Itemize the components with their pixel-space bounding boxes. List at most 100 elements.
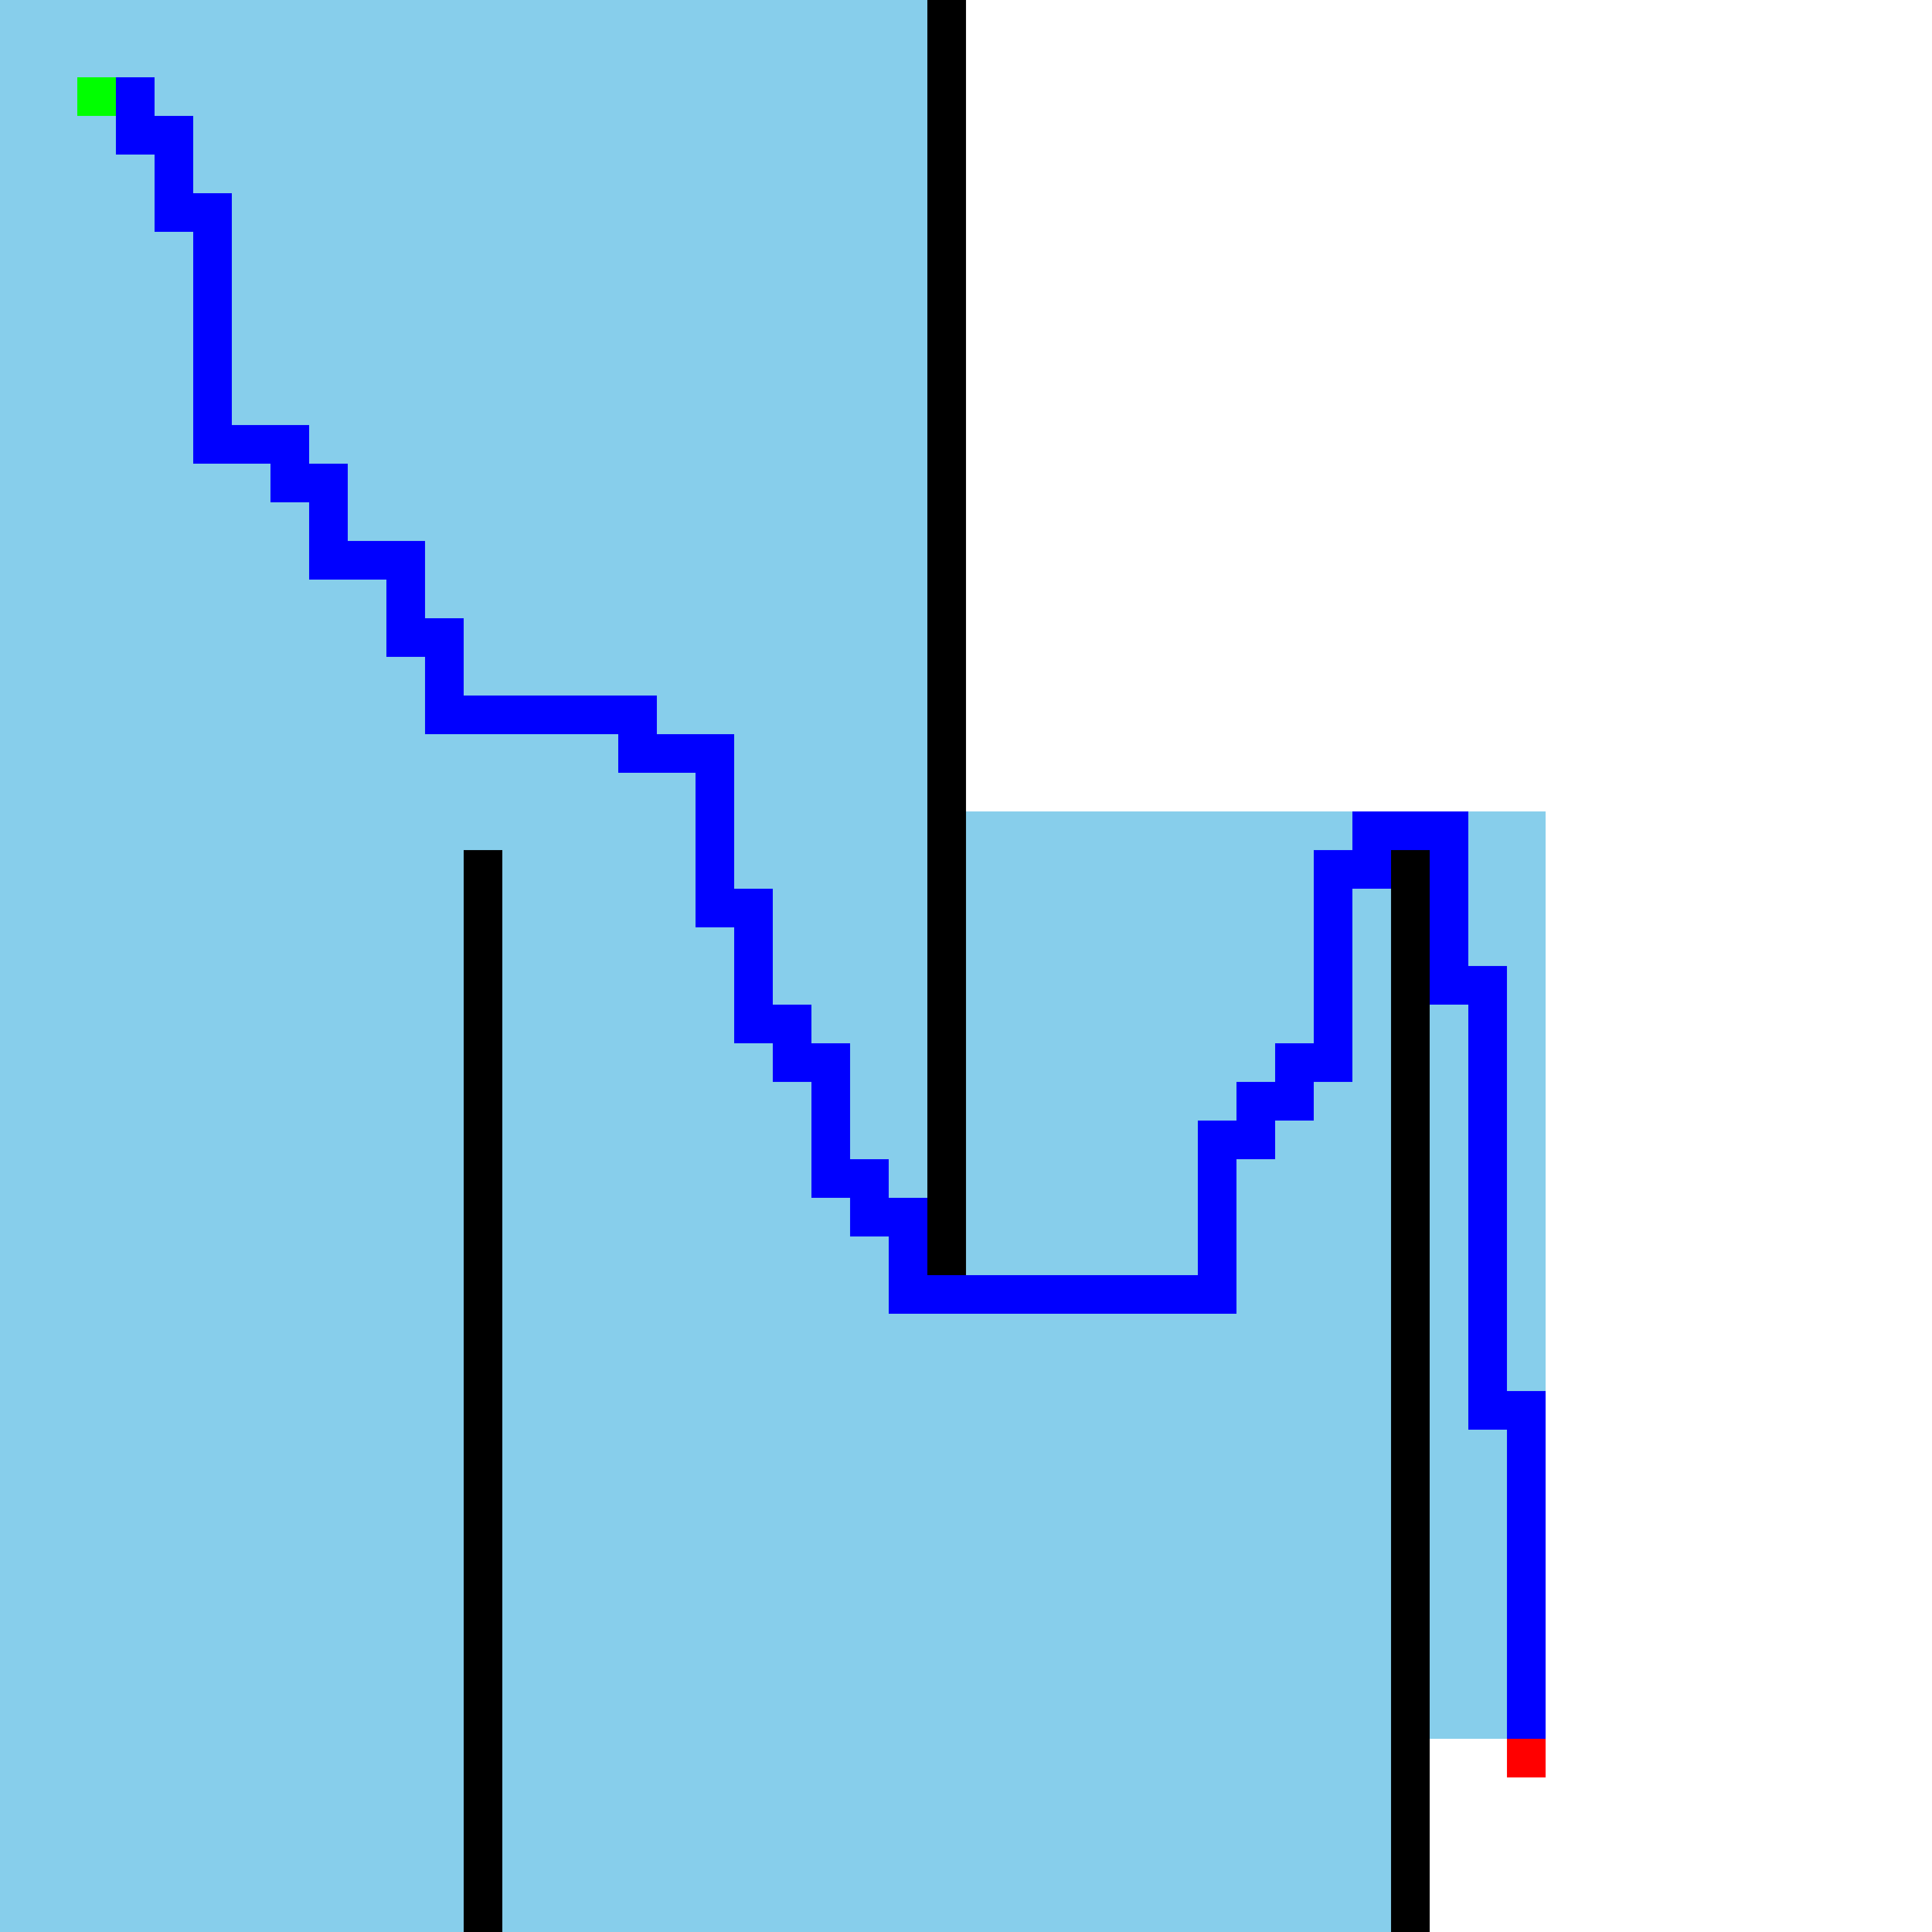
path-cell [193,232,232,270]
path-cell [1468,1082,1507,1121]
path-cell [1468,1314,1507,1352]
path-cell [1507,1623,1546,1662]
path-cell [386,580,425,618]
path-cell [386,541,425,580]
path-cell [193,386,232,425]
path-cell [1121,1275,1159,1314]
path-cell [1507,1391,1546,1430]
path-cell [1198,1275,1236,1314]
path-cell [1468,1391,1507,1430]
path-cell [270,425,309,464]
path-cell [657,734,696,773]
path-cell [696,889,734,927]
path-cell [850,1159,889,1198]
path-cell [1430,889,1468,927]
path-cell [1468,1159,1507,1198]
markers [77,77,1546,1777]
path-cell [811,1159,850,1198]
path-cell [1468,966,1507,1005]
path-cell [889,1236,927,1275]
path-cell [1198,1159,1236,1198]
goal-marker [1507,1739,1546,1777]
path-cell [1507,1700,1546,1739]
path-cell [773,1005,811,1043]
path-cell [1314,1005,1352,1043]
path-cell [1507,1430,1546,1468]
path-cell [116,116,155,155]
path-cell [696,850,734,889]
path-cell [966,1275,1005,1314]
path-cell [1005,1275,1043,1314]
path-cell [734,1005,773,1043]
path-cell [1507,1662,1546,1700]
wall-segment [464,850,502,1932]
path-cell [1430,811,1468,850]
start-marker [77,77,116,116]
maze-walls [464,0,1430,1932]
path-cell [1468,1198,1507,1236]
path-cell [232,425,270,464]
path-cell [116,77,155,116]
path-cell [1352,811,1391,850]
path-cell [1430,966,1468,1005]
path-cell [1391,811,1430,850]
path-cell [1159,1275,1198,1314]
path-cell [193,348,232,386]
path-cell [734,966,773,1005]
path-cell [1314,966,1352,1005]
path-cell [773,1043,811,1082]
path-cell [696,734,734,773]
path-cell [1507,1584,1546,1623]
path-cell [155,193,193,232]
path-cell [348,541,386,580]
path-cell [193,425,232,464]
path-cell [1430,850,1468,889]
path-cell [1082,1275,1121,1314]
path-cell [734,889,773,927]
path-cell [425,618,464,657]
path-cell [696,773,734,811]
path-cell [1275,1082,1314,1121]
path-cell [927,1275,966,1314]
path-cell [734,927,773,966]
path-cell [811,1121,850,1159]
path-cell [425,657,464,696]
path-cell [618,696,657,734]
path-cell [1468,1236,1507,1275]
path-cell [1275,1043,1314,1082]
path-cell [580,696,618,734]
path-cell [502,696,541,734]
wall-segment [927,0,966,1275]
path-cell [1236,1121,1275,1159]
path-cell [1507,1507,1546,1546]
path-cell [193,193,232,232]
path-cell [1507,1546,1546,1584]
path-cell [1468,1121,1507,1159]
path-cell [1314,850,1352,889]
path-cell [1468,1005,1507,1043]
path-cell [618,734,657,773]
path-cell [1507,1468,1546,1507]
path-cell [1430,927,1468,966]
path-cell [1314,927,1352,966]
path-cell [193,270,232,309]
path-cell [1198,1236,1236,1275]
wall-segment [1391,850,1430,1932]
solution-path [116,77,1546,1739]
path-cell [1198,1121,1236,1159]
path-cell [811,1082,850,1121]
path-cell [1468,1275,1507,1314]
path-cell [1352,850,1391,889]
path-cell [1468,1352,1507,1391]
path-cell [1198,1198,1236,1236]
path-cell [1468,1043,1507,1082]
path-cell [889,1198,927,1236]
path-cell [270,464,309,502]
path-cell [1236,1082,1275,1121]
path-cell [309,464,348,502]
path-cell [155,116,193,155]
path-cell [1314,1043,1352,1082]
path-cell [850,1198,889,1236]
path-cell [696,811,734,850]
